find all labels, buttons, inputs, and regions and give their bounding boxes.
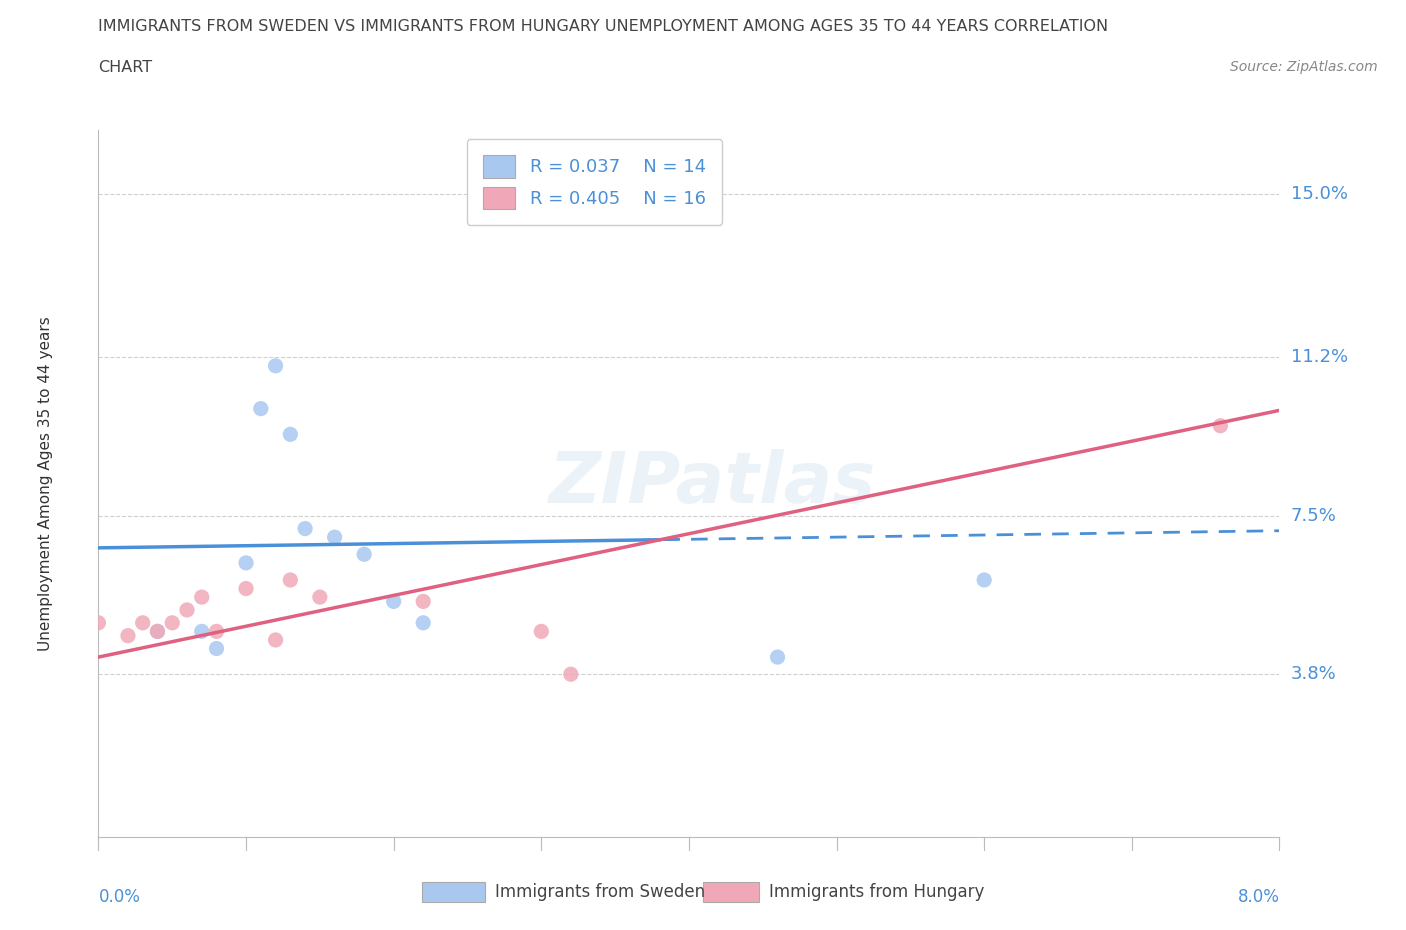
Point: [973, 573, 995, 588]
Point: [278, 573, 301, 588]
Text: ZIPatlas: ZIPatlas: [548, 449, 876, 518]
Text: 8.0%: 8.0%: [1237, 888, 1279, 907]
Point: [87, 616, 110, 631]
Text: CHART: CHART: [98, 60, 152, 75]
Point: [766, 650, 789, 665]
Point: [412, 594, 434, 609]
Point: [250, 401, 273, 416]
Point: [146, 624, 169, 639]
Point: [235, 581, 257, 596]
Text: 3.8%: 3.8%: [1291, 665, 1336, 684]
Text: 0.0%: 0.0%: [98, 888, 141, 907]
Point: [294, 521, 316, 536]
Point: [382, 594, 405, 609]
Text: 7.5%: 7.5%: [1291, 507, 1337, 525]
Text: 15.0%: 15.0%: [1291, 185, 1347, 204]
Point: [117, 629, 139, 644]
Point: [1209, 418, 1232, 433]
Point: [308, 590, 332, 604]
Point: [412, 616, 434, 631]
Point: [278, 427, 301, 442]
Text: Immigrants from Hungary: Immigrants from Hungary: [769, 883, 984, 901]
Text: Unemployment Among Ages 35 to 44 years: Unemployment Among Ages 35 to 44 years: [38, 316, 53, 651]
Point: [132, 616, 155, 631]
Point: [235, 555, 257, 570]
Point: [191, 590, 214, 604]
Point: [353, 547, 375, 562]
Point: [162, 616, 183, 631]
Point: [146, 624, 169, 639]
Point: [560, 667, 582, 682]
Point: [176, 603, 198, 618]
Point: [205, 641, 228, 656]
Point: [323, 530, 346, 545]
Legend: R = 0.037    N = 14, R = 0.405    N = 16: R = 0.037 N = 14, R = 0.405 N = 16: [467, 140, 723, 225]
Point: [191, 624, 214, 639]
Point: [264, 358, 287, 373]
Point: [530, 624, 553, 639]
Text: Immigrants from Sweden: Immigrants from Sweden: [495, 883, 704, 901]
Text: 11.2%: 11.2%: [1291, 348, 1348, 366]
Point: [205, 624, 228, 639]
Text: Source: ZipAtlas.com: Source: ZipAtlas.com: [1230, 60, 1378, 74]
Point: [264, 632, 287, 647]
Text: IMMIGRANTS FROM SWEDEN VS IMMIGRANTS FROM HUNGARY UNEMPLOYMENT AMONG AGES 35 TO : IMMIGRANTS FROM SWEDEN VS IMMIGRANTS FRO…: [98, 19, 1108, 33]
